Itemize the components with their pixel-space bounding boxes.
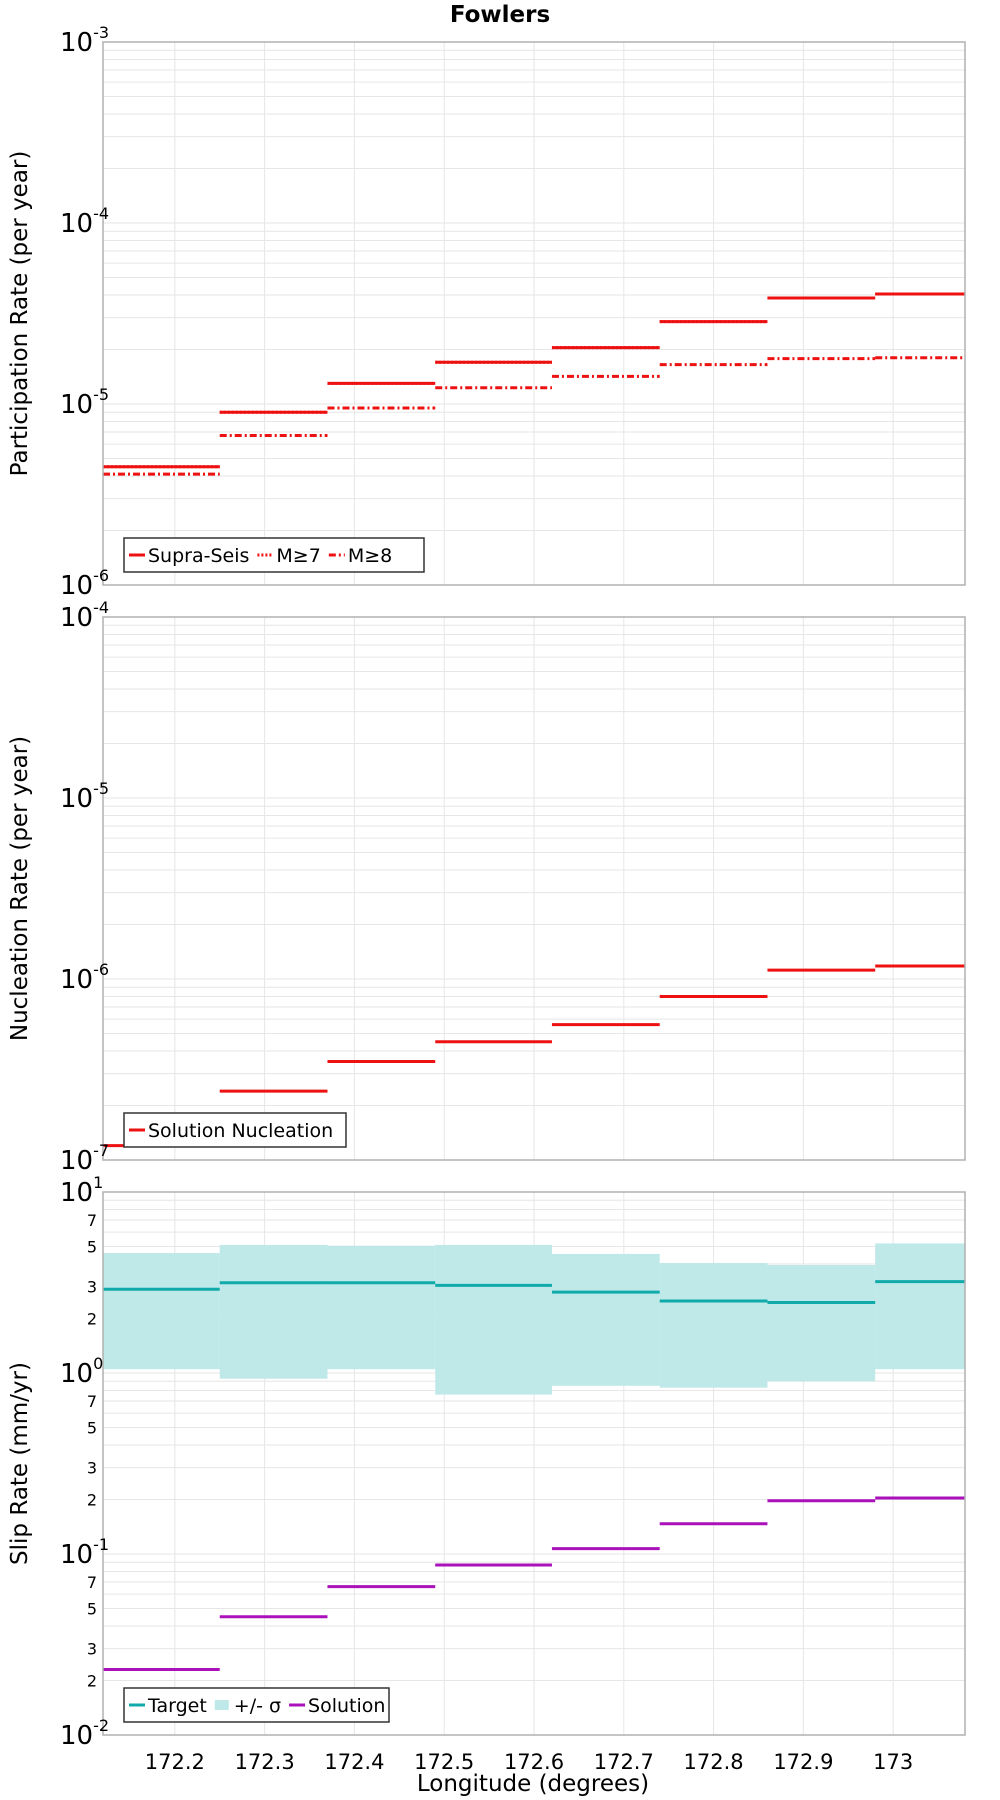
y-axis-label: Slip Rate (mm/yr) xyxy=(7,1362,33,1565)
legend-label: M≥8 xyxy=(348,545,392,567)
y-tick-label: 10-1 xyxy=(60,1535,109,1570)
sigma-band-segment xyxy=(875,1243,965,1370)
grid xyxy=(103,617,965,1161)
y-tick-label: 10-5 xyxy=(60,779,109,814)
chart-title: Fowlers xyxy=(450,2,550,28)
x-tick-label: 172.2 xyxy=(145,1750,205,1774)
y-tick-label: 10-6 xyxy=(60,566,109,601)
legend-swatch xyxy=(214,1700,229,1710)
plot-frame xyxy=(102,616,966,1161)
y-minor-tick-label: 2 xyxy=(87,1672,97,1691)
legend: Target +/- σ Solution xyxy=(123,1687,390,1723)
y-minor-tick-label: 7 xyxy=(87,1211,97,1230)
chart-panels: 10-6 10-5 10-4 10-3 Participation Rate (per … xyxy=(7,23,966,1774)
legend-label: Supra-Seis xyxy=(148,545,249,567)
x-tick-label: 172.5 xyxy=(414,1750,474,1774)
sigma-band-segment xyxy=(103,1253,220,1370)
y-minor-tick-label: 7 xyxy=(87,1392,97,1411)
x-axis-label: Longitude (degrees) xyxy=(417,1771,649,1797)
sigma-band-segment xyxy=(551,1253,660,1386)
x-tick-labels: 172.2 172.3 172.4 172.5 172.6 172.7 172.8 172.9… xyxy=(145,1750,913,1774)
y-tick-label: 10-3 xyxy=(60,23,109,58)
legend-label: M≥7 xyxy=(276,545,320,567)
legend-label: Solution xyxy=(308,1695,385,1717)
x-tick-label: 172.6 xyxy=(504,1750,564,1774)
panel-1: 10-6 10-5 10-4 10-3 Participation Rate (per … xyxy=(7,23,966,601)
y-tick-label: 101 xyxy=(60,1173,103,1208)
plot-frame xyxy=(102,1191,966,1736)
y-minor-tick-label: 3 xyxy=(87,1278,97,1297)
x-tick-label: 172.3 xyxy=(235,1750,295,1774)
y-minor-tick-label: 3 xyxy=(87,1640,97,1659)
legend-label: Target xyxy=(147,1695,207,1717)
panel-3: 10-2 10-1 100 101 2 3 5 7 2 3 5 7 2 3 5 7 Slip Rate (mm/… xyxy=(7,1173,966,1751)
y-minor-tick-label: 3 xyxy=(87,1459,97,1478)
x-tick-label: 172.7 xyxy=(594,1750,654,1774)
y-minor-tick-label: 2 xyxy=(87,1310,97,1329)
y-minor-tick-label: 2 xyxy=(87,1491,97,1510)
legend: Solution Nucleation xyxy=(123,1112,347,1148)
sigma-band-segment xyxy=(767,1265,876,1382)
x-tick-label: 172.9 xyxy=(773,1750,833,1774)
plot-frame xyxy=(102,41,966,586)
grid xyxy=(103,42,965,586)
y-tick-label: 10-5 xyxy=(60,385,109,420)
y-tick-label: 100 xyxy=(60,1354,103,1389)
y-axis-label: Participation Rate (per year) xyxy=(7,151,33,477)
x-tick-label: 172.4 xyxy=(324,1750,384,1774)
y-tick-label: 10-4 xyxy=(60,598,109,633)
y-tick-label: 10-2 xyxy=(60,1716,109,1751)
y-tick-label: 10-6 xyxy=(60,960,109,995)
sigma-band-segment xyxy=(435,1244,552,1395)
legend-box xyxy=(123,537,425,573)
sigma-band-segment xyxy=(219,1244,328,1379)
x-tick-label: 172.8 xyxy=(684,1750,744,1774)
y-axis-label: Nucleation Rate (per year) xyxy=(7,736,33,1041)
x-tick-label: 173 xyxy=(873,1750,913,1774)
legend-label: Solution Nucleation xyxy=(148,1120,333,1142)
panel-2: 10-7 10-6 10-5 10-4 Nucleation Rate (per yea… xyxy=(7,598,966,1176)
y-minor-tick-label: 5 xyxy=(87,1237,97,1256)
sigma-band-segment xyxy=(659,1263,768,1388)
y-minor-tick-label: 5 xyxy=(87,1418,97,1437)
legend-box xyxy=(123,1112,347,1148)
sigma-band-segment xyxy=(327,1245,436,1370)
y-tick-label: 10-7 xyxy=(60,1141,109,1176)
y-tick-label: 10-4 xyxy=(60,204,109,239)
y-minor-tick-label: 7 xyxy=(87,1573,97,1592)
legend: Supra-Seis M≥7 M≥8 xyxy=(123,537,425,573)
legend-label: +/- σ xyxy=(234,1695,281,1717)
legend-box xyxy=(123,1687,390,1723)
y-minor-tick-label: 5 xyxy=(87,1599,97,1618)
